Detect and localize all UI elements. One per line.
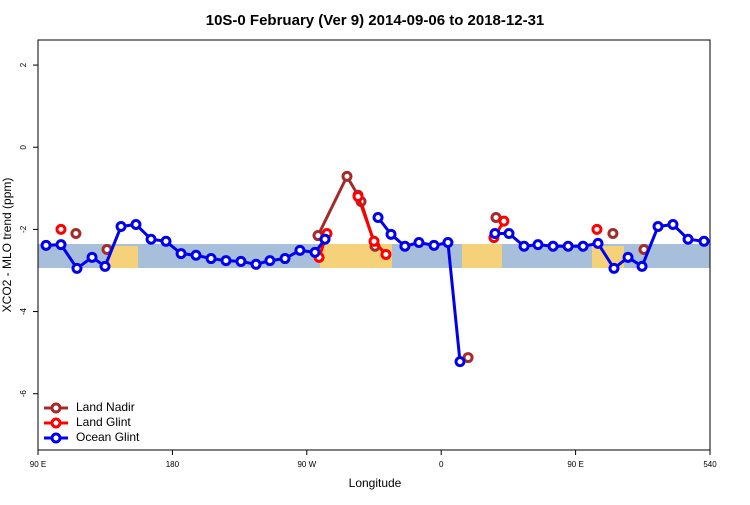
legend-swatch: [50, 402, 62, 414]
data-point: [115, 221, 127, 233]
data-point: [547, 240, 559, 252]
data-point: [698, 235, 710, 247]
data-point: [70, 227, 82, 239]
data-point: [462, 352, 474, 364]
data-point: [55, 223, 67, 235]
land-patch: [108, 246, 138, 268]
legend-label: Land Glint: [76, 415, 131, 429]
data-point: [130, 218, 142, 230]
legend-swatch: [50, 432, 62, 444]
y-tick-label: 0: [19, 144, 28, 149]
x-tick-label: 540: [703, 460, 717, 469]
data-point: [622, 251, 634, 263]
legend-swatch: [50, 417, 62, 429]
data-point: [532, 239, 544, 251]
data-point: [71, 262, 83, 274]
data-point: [368, 235, 380, 247]
plot-frame: [37, 39, 711, 451]
data-point: [220, 255, 232, 267]
x-tick-label: 180: [166, 460, 180, 469]
data-point: [264, 255, 276, 267]
x-tick-label: 90 E: [567, 460, 583, 469]
data-point: [682, 233, 694, 245]
data-point: [652, 221, 664, 233]
data-point: [454, 356, 466, 368]
data-point: [341, 170, 353, 182]
y-tick-label: -4: [19, 307, 28, 315]
legend-label: Ocean Glint: [76, 430, 140, 444]
data-point: [607, 227, 619, 239]
y-tick-label: -2: [19, 225, 28, 233]
data-point: [235, 255, 247, 267]
data-point: [145, 233, 157, 245]
data-point: [667, 218, 679, 230]
data-point: [428, 239, 440, 251]
series-line: [318, 176, 644, 249]
y-tick-label: -6: [19, 390, 28, 398]
data-point: [498, 215, 510, 227]
y-axis-label: XCO2 - MLO trend (ppm): [0, 178, 14, 313]
data-point: [319, 233, 331, 245]
x-axis-label: Longitude: [349, 476, 402, 490]
data-point: [380, 248, 392, 260]
land-patch: [462, 244, 502, 268]
data-point: [205, 253, 217, 265]
data-point: [503, 227, 515, 239]
data-point: [442, 237, 454, 249]
x-tick-label: 90 E: [30, 460, 46, 469]
data-point: [175, 248, 187, 260]
y-tick-label: 2: [19, 62, 28, 67]
data-point: [591, 223, 603, 235]
data-point: [413, 237, 425, 249]
legend-label: Land Nadir: [76, 400, 135, 414]
data-point: [385, 228, 397, 240]
data-point: [250, 258, 262, 270]
data-point: [636, 260, 648, 272]
data-point: [309, 246, 321, 258]
data-point: [562, 240, 574, 252]
x-tick-label: 0: [439, 460, 444, 469]
data-point: [160, 235, 172, 247]
data-point: [86, 251, 98, 263]
data-point: [279, 253, 291, 265]
chart-title: 10S-0 February (Ver 9) 2014-09-06 to 201…: [206, 12, 545, 29]
x-tick-label: 90 W: [297, 460, 316, 469]
data-point: [608, 262, 620, 274]
data-point: [352, 191, 364, 203]
data-point: [190, 249, 202, 261]
data-point: [294, 244, 306, 256]
data-point: [55, 239, 67, 251]
data-point: [577, 240, 589, 252]
data-point: [372, 211, 384, 223]
data-point: [592, 237, 604, 249]
data-point: [40, 239, 52, 251]
data-point: [489, 227, 501, 239]
data-point: [399, 240, 411, 252]
data-point: [518, 240, 530, 252]
data-point: [99, 260, 111, 272]
